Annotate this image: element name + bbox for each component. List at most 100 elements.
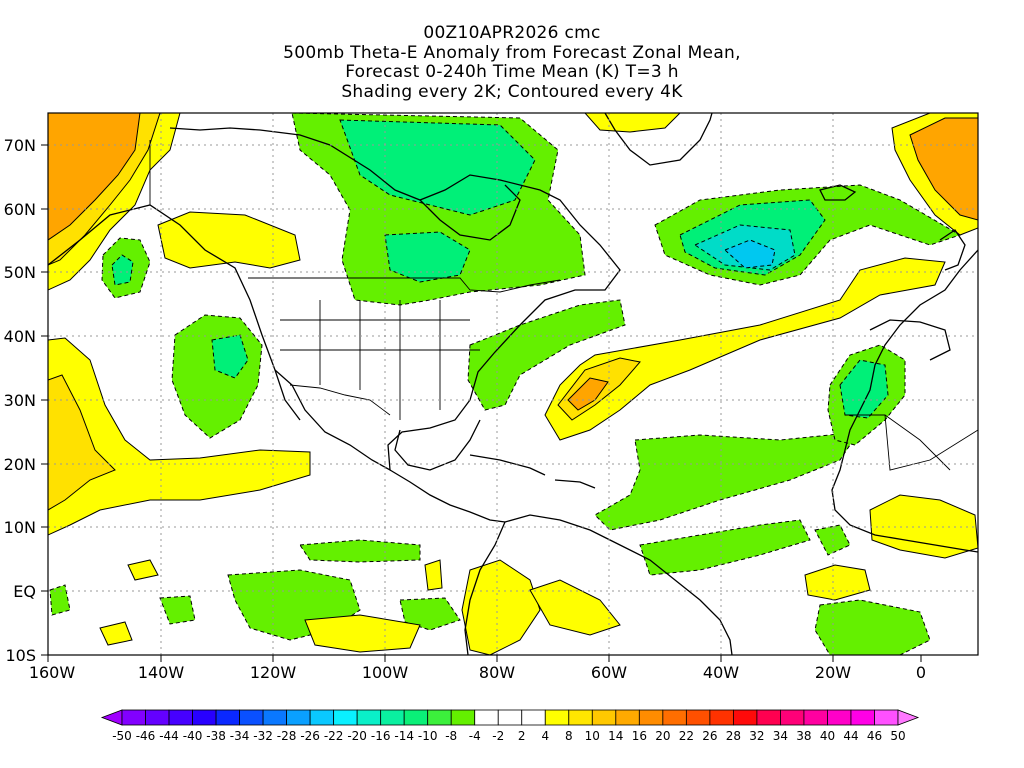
colorbar-label: 4 bbox=[541, 729, 549, 743]
x-tick-label: 20W bbox=[815, 663, 851, 682]
colorbar-box bbox=[356, 709, 382, 726]
x-tick-label: 120W bbox=[250, 663, 297, 682]
colorbar-label: 44 bbox=[843, 729, 858, 743]
coast-baja bbox=[274, 369, 301, 421]
colorbar-box bbox=[333, 709, 358, 726]
border-africa-1 bbox=[845, 414, 978, 471]
colorbar-label: -8 bbox=[445, 729, 457, 743]
coast-greenland bbox=[604, 113, 713, 166]
coast-hudson-bay bbox=[419, 184, 521, 241]
colorbar-label: 16 bbox=[632, 729, 647, 743]
colorbar-box bbox=[780, 709, 805, 726]
colorbar-label: -46 bbox=[136, 729, 156, 743]
coast-iberia bbox=[869, 319, 951, 361]
colorbar-box bbox=[756, 709, 781, 726]
colorbar-label: 46 bbox=[867, 729, 882, 743]
x-tick-label: 160W bbox=[29, 663, 76, 682]
colorbar-label: 26 bbox=[702, 729, 717, 743]
colorbar bbox=[100, 709, 920, 726]
colorbar-box bbox=[591, 709, 617, 726]
negative-anomaly-south-atlantic-2 bbox=[814, 599, 931, 655]
colorbar-label: -10 bbox=[418, 729, 438, 743]
coast-south-america bbox=[464, 514, 733, 655]
colorbar-box bbox=[874, 709, 899, 726]
negative-anomaly-eq-pacific-2 bbox=[299, 539, 421, 563]
colorbar-box bbox=[803, 709, 828, 726]
colorbar-label: 28 bbox=[726, 729, 741, 743]
colorbar-label: 32 bbox=[749, 729, 764, 743]
colorbar-box bbox=[638, 709, 664, 726]
colorbar-label: -14 bbox=[394, 729, 414, 743]
y-tick-label: 60N bbox=[4, 200, 36, 219]
coast-north-america bbox=[48, 127, 621, 472]
colorbar-box bbox=[850, 709, 875, 726]
colorbar-label: -32 bbox=[253, 729, 273, 743]
positive-anomaly-mid-atlantic bbox=[544, 257, 946, 441]
colorbar-label: -4 bbox=[469, 729, 481, 743]
colorbar-label: -2 bbox=[492, 729, 504, 743]
negative-anomaly-eq-pacific-4 bbox=[159, 595, 196, 625]
colorbar-box bbox=[215, 709, 240, 726]
grid-lines bbox=[48, 113, 978, 655]
positive-anomaly-north-east-corner-core bbox=[909, 117, 978, 221]
title-line-4: Shading every 2K; Contoured every 4K bbox=[341, 81, 683, 102]
colorbar-box bbox=[309, 709, 335, 726]
colorbar-label: 34 bbox=[773, 729, 788, 743]
colorbar-box bbox=[286, 709, 311, 726]
negative-anomaly-eq-pacific-5 bbox=[49, 584, 71, 616]
x-tick-label: 100W bbox=[362, 663, 409, 682]
positive-anomaly-mid-atlantic-core-2 bbox=[567, 377, 609, 411]
coast-iceland bbox=[819, 184, 857, 201]
negative-anomaly-gulf-of-alaska-core bbox=[111, 254, 134, 286]
x-tick-label: 0 bbox=[916, 663, 926, 682]
y-tick-label: EQ bbox=[13, 582, 36, 601]
positive-anomaly-pacific-small bbox=[99, 621, 133, 646]
colorbar-label: 8 bbox=[565, 729, 573, 743]
coast-uk bbox=[939, 229, 966, 271]
y-tick-label: 20N bbox=[4, 455, 36, 474]
negative-anomaly-eq-pacific-3 bbox=[399, 597, 461, 631]
colorbar-labels: -50 -46 -44 -40 -38 -34 -32 -28 -26 -22 -20 -16 -14-… bbox=[112, 729, 905, 743]
title-line-1: 00Z10APR2026 cmc bbox=[423, 23, 601, 43]
y-axis-labels: 10S EQ 10N 20N 30N 40N 50N 60N 70N bbox=[4, 136, 36, 665]
positive-anomaly-southeast-pacific bbox=[304, 614, 421, 653]
colorbar-label: -40 bbox=[183, 729, 203, 743]
negative-anomaly-north-atlantic-core bbox=[724, 239, 776, 269]
plot-frame bbox=[47, 112, 979, 656]
colorbar-box bbox=[380, 709, 405, 726]
colorbar-label: 38 bbox=[796, 729, 811, 743]
negative-anomaly-hudson-core bbox=[339, 119, 536, 216]
title-line-2: 500mb Theta-E Anomaly from Forecast Zona… bbox=[283, 42, 741, 63]
colorbar-box bbox=[709, 709, 734, 726]
map-plot-area bbox=[48, 113, 978, 655]
y-tick-label: 10S bbox=[5, 646, 36, 665]
colorbar-box bbox=[403, 709, 429, 726]
border-us-canada bbox=[248, 277, 561, 293]
colorbar-label: -22 bbox=[324, 729, 344, 743]
colorbar-label: -50 bbox=[112, 729, 132, 743]
positive-anomaly-hawaii-band bbox=[48, 337, 311, 536]
positive-anomaly-bc-coast bbox=[157, 211, 301, 269]
positive-anomaly-pacific-small-2 bbox=[127, 559, 159, 581]
positive-anomaly-alaska-core bbox=[48, 113, 141, 241]
colorbar-label: -38 bbox=[206, 729, 226, 743]
coast-central-america bbox=[389, 469, 506, 523]
y-tick-label: 50N bbox=[4, 263, 36, 282]
colorbar-label: -20 bbox=[347, 729, 367, 743]
coastlines bbox=[48, 113, 978, 655]
x-tick-label: 80W bbox=[479, 663, 515, 682]
positive-anomaly-greenland bbox=[584, 113, 681, 133]
colorbar-box bbox=[192, 709, 217, 726]
positive-anomaly-hawaii-band-core bbox=[48, 374, 116, 511]
colorbar-box bbox=[450, 709, 476, 726]
y-tick-label: 70N bbox=[4, 136, 36, 155]
colorbar-box bbox=[474, 709, 499, 726]
colorbar-label: -44 bbox=[159, 729, 179, 743]
positive-anomaly-eq-atlantic bbox=[529, 579, 621, 636]
colorbar-right-arrow bbox=[897, 709, 920, 726]
axis-ticks bbox=[41, 144, 922, 662]
colorbar-box bbox=[239, 709, 264, 726]
colorbar-label: 20 bbox=[655, 729, 670, 743]
coast-europe-africa bbox=[831, 249, 978, 553]
